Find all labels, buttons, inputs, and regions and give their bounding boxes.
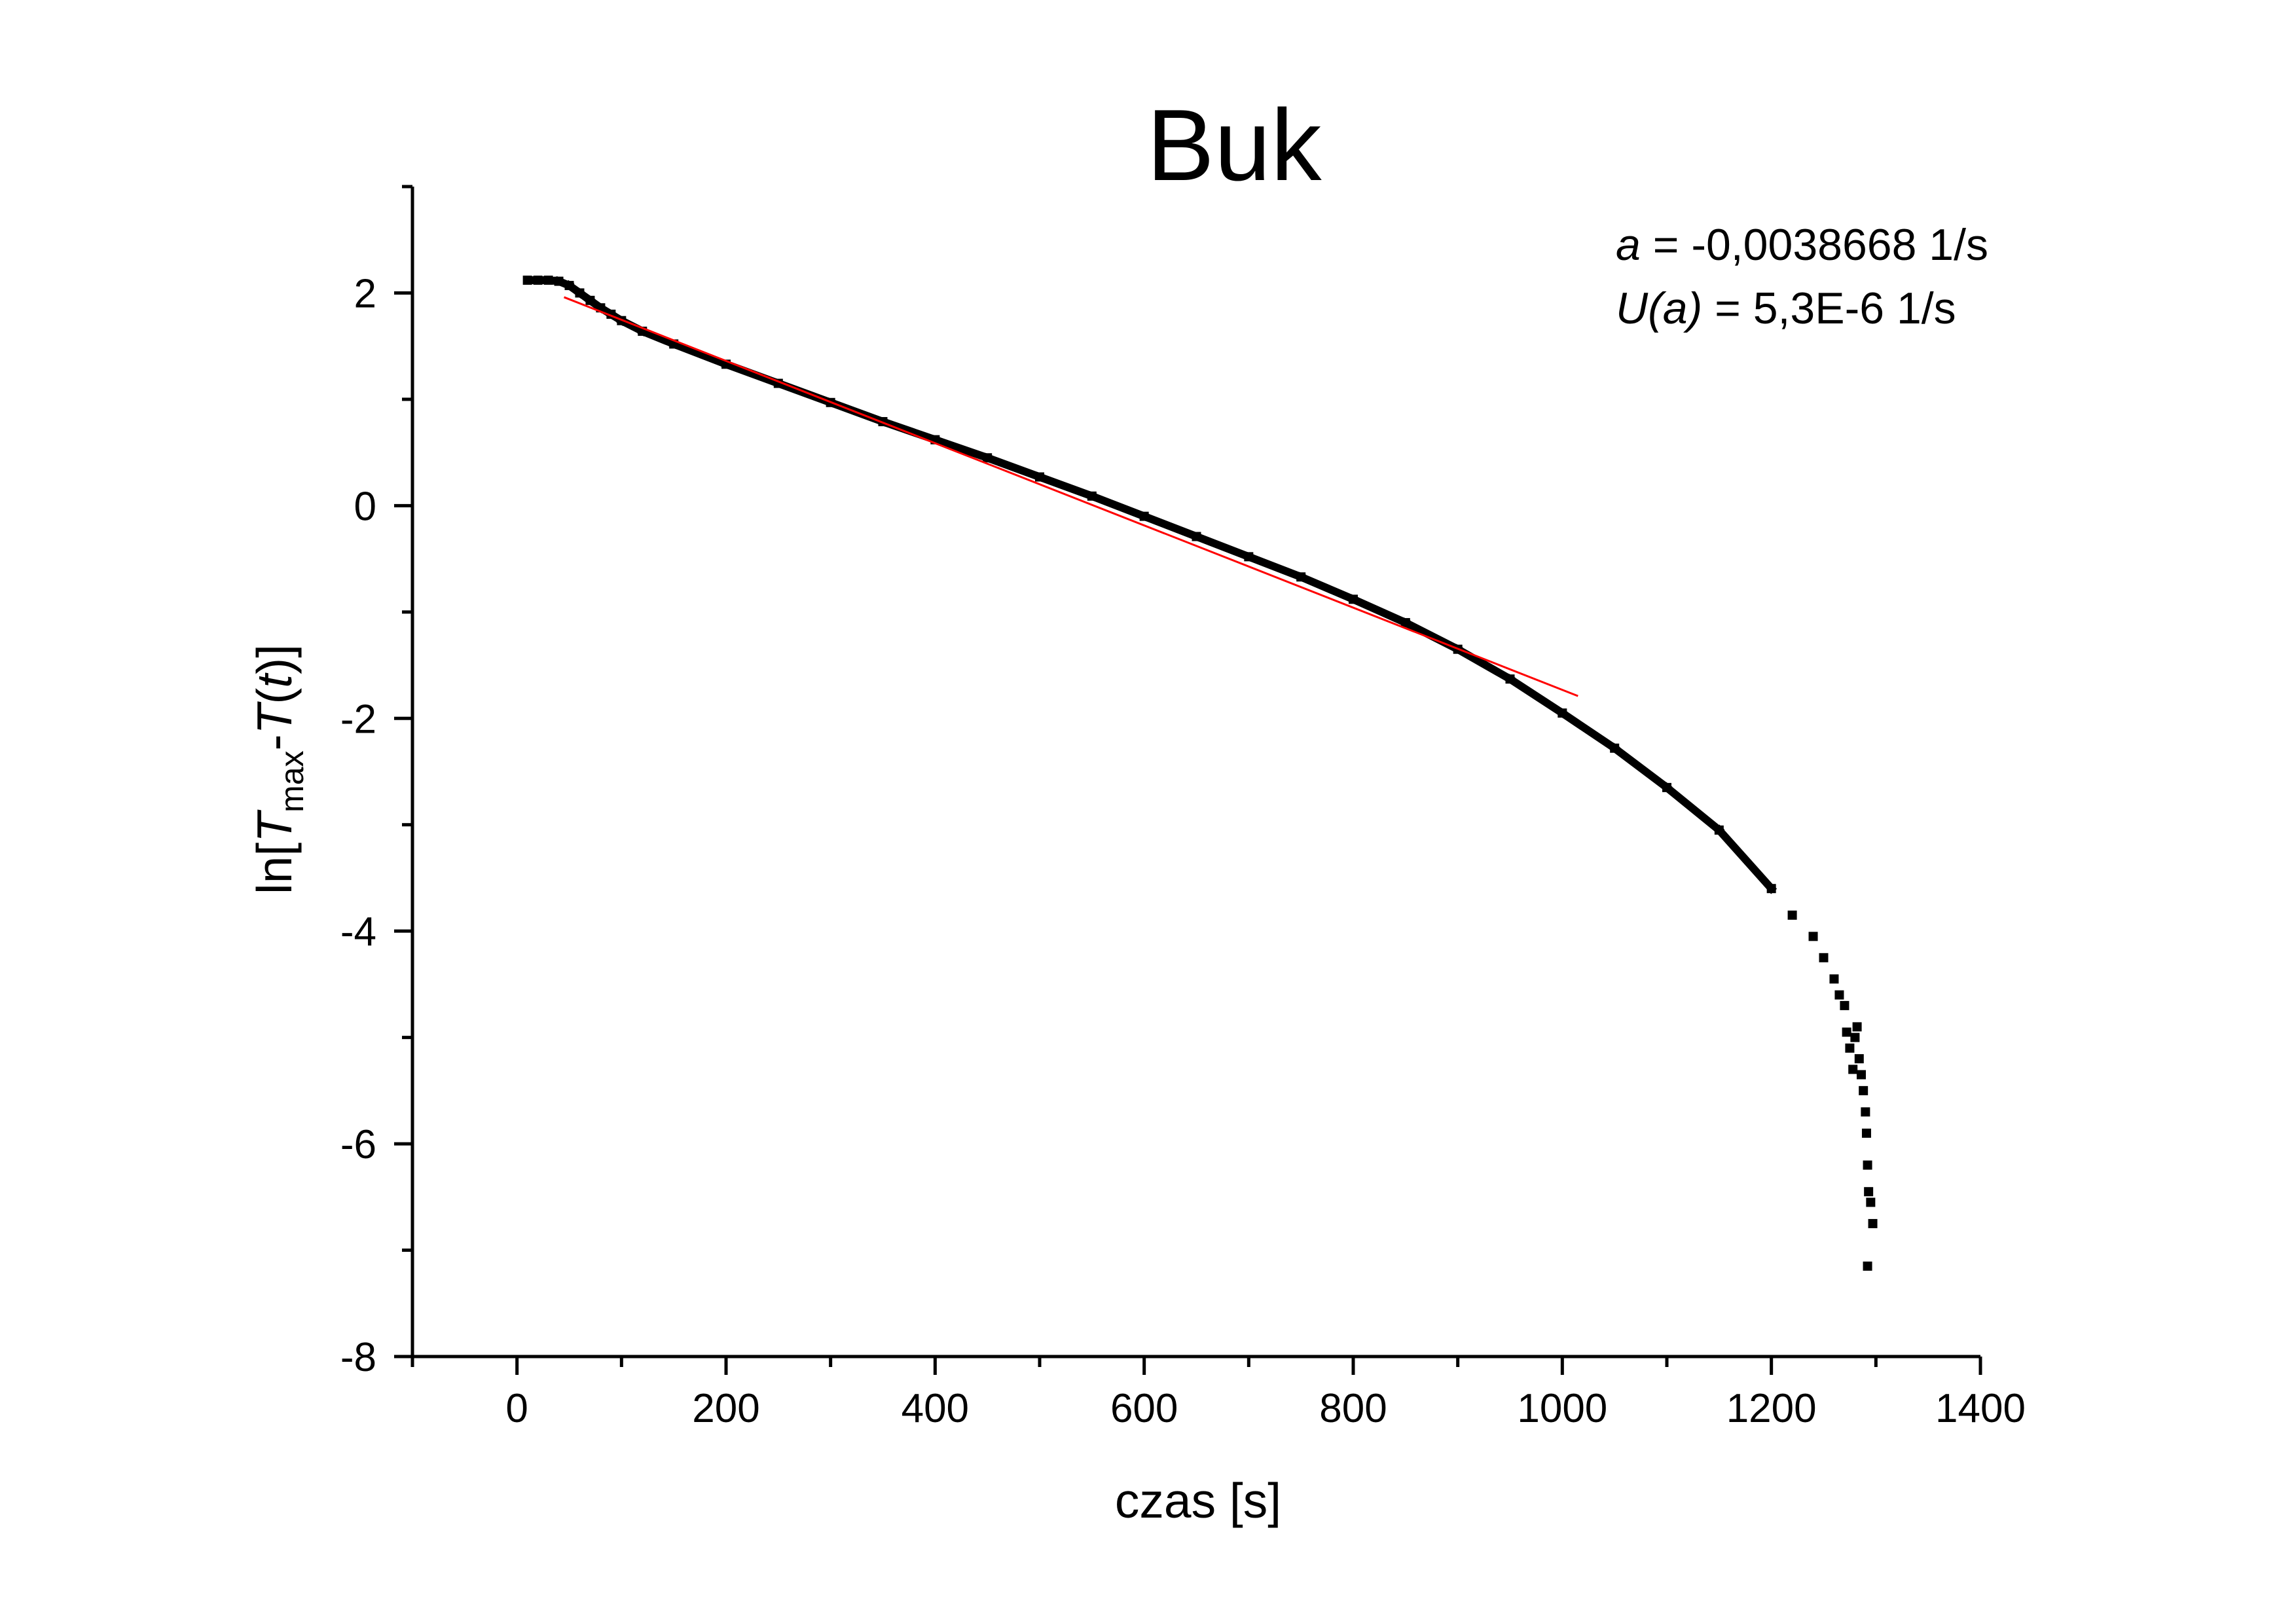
y-tick-label: -2	[340, 697, 376, 742]
data-segment	[1609, 742, 1673, 793]
data-segment	[1452, 644, 1516, 685]
y-label-subscript: max	[274, 750, 310, 812]
axis-ticks	[394, 185, 1982, 1375]
data-segment	[1713, 824, 1777, 894]
y-label-t-symbol: T	[247, 809, 302, 843]
data-point	[1866, 1197, 1876, 1207]
data-point	[1859, 1085, 1868, 1095]
x-tick-label: 800	[1319, 1386, 1387, 1431]
data-segment	[1504, 673, 1568, 719]
data-segment	[668, 338, 731, 370]
data-segment	[1087, 490, 1150, 522]
data-point	[1864, 1187, 1874, 1197]
chart-title: Buk	[1146, 88, 1322, 202]
fit-annotation: a = -0,0038668 1/s U(a) = 5,3E-6 1/s	[1616, 220, 1988, 333]
y-label-minus: -	[247, 734, 302, 750]
y-tick-label: -8	[340, 1335, 376, 1380]
data-point	[1854, 1054, 1864, 1064]
annotation-slope-value: = -0,0038668 1/s	[1641, 220, 1988, 270]
y-tick-label: 2	[354, 271, 376, 316]
data-segment	[982, 452, 1045, 483]
x-tick-label: 1400	[1935, 1386, 2026, 1431]
data-segment	[1296, 572, 1358, 605]
data-segment	[930, 435, 993, 463]
data-segment	[637, 326, 679, 350]
y-tick-label: -4	[340, 909, 376, 955]
y-tick-label: 0	[354, 484, 376, 529]
data-point	[1834, 990, 1844, 1000]
x-tick-label: 400	[902, 1386, 969, 1431]
data-point	[1861, 1128, 1871, 1138]
data-segment	[721, 359, 784, 389]
data-segment	[1191, 531, 1254, 562]
data-point	[1863, 1261, 1872, 1271]
annotation-slope-symbol: a	[1616, 220, 1641, 270]
data-segment	[1139, 511, 1202, 542]
data-point	[1842, 1027, 1851, 1037]
x-tick-label: 200	[692, 1386, 759, 1431]
x-tick-label: 0	[505, 1386, 528, 1431]
x-axis-label: czas [s]	[1115, 1473, 1281, 1528]
data-segment	[1661, 782, 1725, 836]
y-axis-label: ln[Tmax-T(t)]	[247, 644, 310, 894]
tick-labels: 0 200 400 600 800 1000 1200 1400 -8 -6 -4 -2 0 2	[340, 271, 2026, 1431]
data-segment	[1557, 707, 1620, 754]
data-point	[1861, 1107, 1870, 1117]
data-segment	[1034, 471, 1097, 501]
data-point	[1868, 1218, 1878, 1228]
x-tick-label: 1200	[1726, 1386, 1817, 1431]
data-point	[1808, 932, 1818, 941]
fit-line	[563, 296, 1578, 697]
annotation-uncertainty-value: = 5,3E-6 1/s	[1702, 283, 1956, 333]
data-point	[1852, 1022, 1862, 1032]
y-label-t-var: t	[247, 672, 302, 688]
annotation-line-1: a = -0,0038668 1/s	[1616, 220, 1988, 270]
data-point	[1819, 953, 1829, 962]
axes	[410, 187, 1980, 1359]
y-label-t2-symbol: T	[247, 701, 302, 734]
data-point	[1840, 1000, 1850, 1010]
data-segment	[1348, 594, 1411, 628]
data-point	[1848, 1065, 1858, 1074]
data-point	[1845, 1043, 1855, 1053]
y-tick-label: -6	[340, 1122, 376, 1167]
data-point	[1850, 1032, 1860, 1042]
data-segment	[1243, 551, 1306, 582]
data-segment	[877, 416, 940, 445]
annotation-line-2: U(a) = 5,3E-6 1/s	[1616, 283, 1956, 333]
y-label-prefix: ln[	[247, 843, 302, 894]
data-point	[1787, 910, 1797, 920]
x-tick-label: 600	[1110, 1386, 1178, 1431]
data-point	[1829, 974, 1839, 984]
y-label-suffix: )]	[247, 644, 302, 674]
data-point	[1863, 1160, 1872, 1170]
y-label-paren-open: (	[247, 688, 302, 704]
data-point	[1856, 1070, 1866, 1080]
x-tick-label: 1000	[1517, 1386, 1607, 1431]
annotation-uncertainty-symbol: U(a)	[1616, 283, 1702, 333]
